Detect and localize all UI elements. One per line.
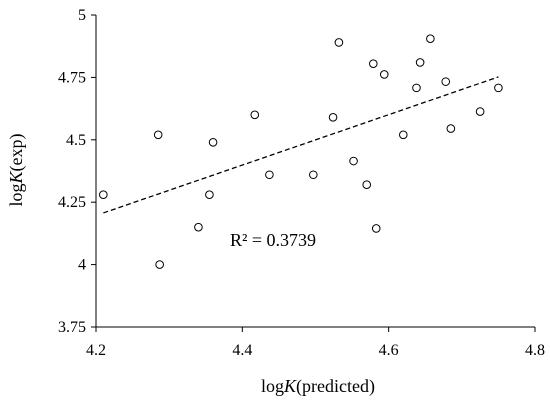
data-point [194, 222, 203, 232]
y-axis-title: logK(exp) [6, 133, 27, 206]
data-points [99, 34, 503, 269]
y-tick-label: 4.25 [58, 194, 86, 211]
y-axis-title-italic: K [6, 170, 26, 184]
data-point [369, 59, 378, 68]
y-tick-label: 4.75 [58, 69, 86, 86]
data-point [99, 190, 108, 200]
data-point [494, 83, 503, 93]
trendline [103, 76, 499, 214]
x-axis-ticks: 4.2 4.4 4.6 4.8 [86, 327, 545, 359]
data-point [399, 130, 408, 140]
data-point [328, 113, 338, 122]
x-axis-title-prefix: log [261, 376, 284, 396]
x-axis-title-italic: K [283, 376, 297, 396]
x-tick-label: 4.8 [525, 342, 545, 359]
data-point [153, 130, 163, 140]
data-point [426, 34, 435, 44]
data-point [155, 260, 164, 269]
x-axis-title-suffix: (predicted) [296, 376, 375, 397]
data-point [379, 70, 389, 79]
data-point [475, 107, 485, 116]
x-tick-label: 4.2 [86, 342, 106, 359]
y-tick-label: 4.5 [66, 132, 86, 149]
r-squared-annotation: R² = 0.3739 [230, 230, 316, 250]
y-tick-label: 5 [78, 7, 86, 24]
data-point [349, 156, 358, 166]
data-point [441, 77, 451, 86]
data-point [208, 137, 218, 147]
data-point [250, 110, 260, 120]
plot-area [95, 15, 535, 328]
trendline-layer [103, 76, 499, 214]
y-tick-label: 4 [78, 257, 86, 274]
y-axis-ticks: 3.75 4 4.25 4.5 4.75 5 [58, 7, 96, 336]
data-point [309, 170, 318, 180]
data-point [334, 38, 344, 47]
data-point [371, 224, 381, 233]
x-axis-title: logK(predicted) [261, 376, 375, 397]
y-axis-title-prefix: log [6, 183, 26, 206]
x-tick-label: 4.4 [232, 342, 252, 359]
data-point [265, 170, 274, 180]
data-point [205, 190, 214, 200]
data-point [415, 58, 425, 67]
data-point [362, 180, 372, 190]
y-axis-title-suffix: (exp) [6, 133, 27, 171]
x-tick-label: 4.6 [379, 342, 399, 359]
data-point [446, 124, 456, 133]
data-point [412, 83, 421, 93]
y-tick-label: 3.75 [58, 319, 86, 336]
